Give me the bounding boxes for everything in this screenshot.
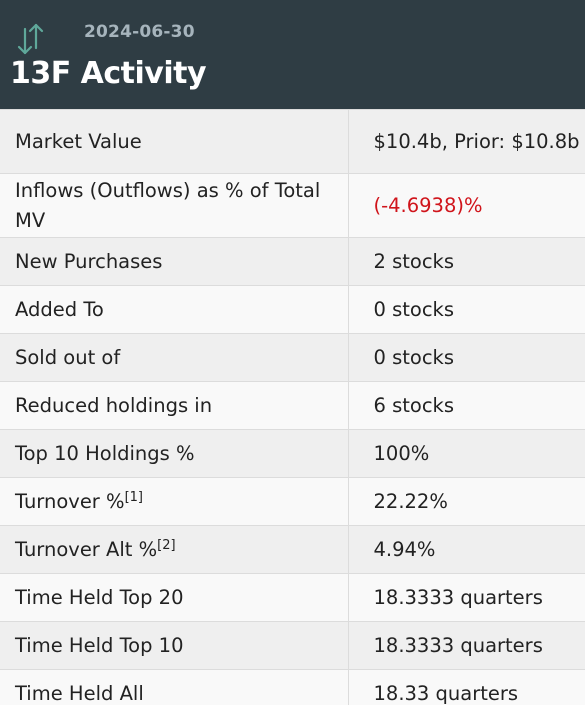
row-value: 18.3333 quarters <box>348 573 585 622</box>
table-row: Time Held All 18.33 quarters <box>0 669 585 705</box>
row-label: Time Held All <box>0 669 349 705</box>
table-row: Market Value $10.4b, Prior: $10.8b <box>0 109 585 174</box>
table-row: Turnover %[1] 22.22% <box>0 477 585 526</box>
row-value: 2 stocks <box>348 237 585 286</box>
row-value: 18.3333 quarters <box>348 621 585 670</box>
panel-header: 2024-06-30 13F Activity <box>0 0 585 109</box>
row-label: Time Held Top 10 <box>0 621 349 670</box>
row-value: 0 stocks <box>348 285 585 334</box>
table-row: New Purchases 2 stocks <box>0 237 585 286</box>
row-value: 18.33 quarters <box>348 669 585 705</box>
row-label: Turnover %[1] <box>0 477 349 526</box>
row-label-text: Turnover % <box>15 489 125 513</box>
row-label: Reduced holdings in <box>0 381 349 430</box>
table-row: Sold out of 0 stocks <box>0 333 585 382</box>
report-date: 2024-06-30 <box>84 22 195 42</box>
row-label: New Purchases <box>0 237 349 286</box>
table-row: Turnover Alt %[2] 4.94% <box>0 525 585 574</box>
table-row: Time Held Top 20 18.3333 quarters <box>0 573 585 622</box>
footnote-link[interactable]: [1] <box>124 489 143 505</box>
row-label: Inflows (Outflows) as % of Total MV <box>0 173 349 238</box>
row-value: 6 stocks <box>348 381 585 430</box>
up-down-arrows-icon <box>17 23 44 55</box>
footnote-link[interactable]: [2] <box>157 537 176 553</box>
table-row: Top 10 Holdings % 100% <box>0 429 585 478</box>
row-value: (-4.6938)% <box>348 173 585 238</box>
row-label: Top 10 Holdings % <box>0 429 349 478</box>
row-label: Market Value <box>0 109 349 174</box>
row-label-text: Turnover Alt % <box>15 537 158 561</box>
activity-table: Market Value $10.4b, Prior: $10.8b Inflo… <box>0 109 585 705</box>
row-value: 100% <box>348 429 585 478</box>
table-row: Reduced holdings in 6 stocks <box>0 381 585 430</box>
row-label: Added To <box>0 285 349 334</box>
row-value: 22.22% <box>348 477 585 526</box>
row-label: Sold out of <box>0 333 349 382</box>
row-value: $10.4b, Prior: $10.8b <box>348 109 585 174</box>
panel-title: 13F Activity <box>10 56 207 91</box>
table-row: Time Held Top 10 18.3333 quarters <box>0 621 585 670</box>
row-label: Time Held Top 20 <box>0 573 349 622</box>
row-value: 4.94% <box>348 525 585 574</box>
table-row: Inflows (Outflows) as % of Total MV (-4.… <box>0 173 585 238</box>
table-row: Added To 0 stocks <box>0 285 585 334</box>
row-value: 0 stocks <box>348 333 585 382</box>
row-label: Turnover Alt %[2] <box>0 525 349 574</box>
